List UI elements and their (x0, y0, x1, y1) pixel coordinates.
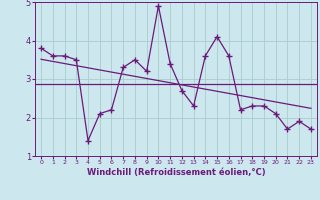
X-axis label: Windchill (Refroidissement éolien,°C): Windchill (Refroidissement éolien,°C) (87, 168, 265, 177)
